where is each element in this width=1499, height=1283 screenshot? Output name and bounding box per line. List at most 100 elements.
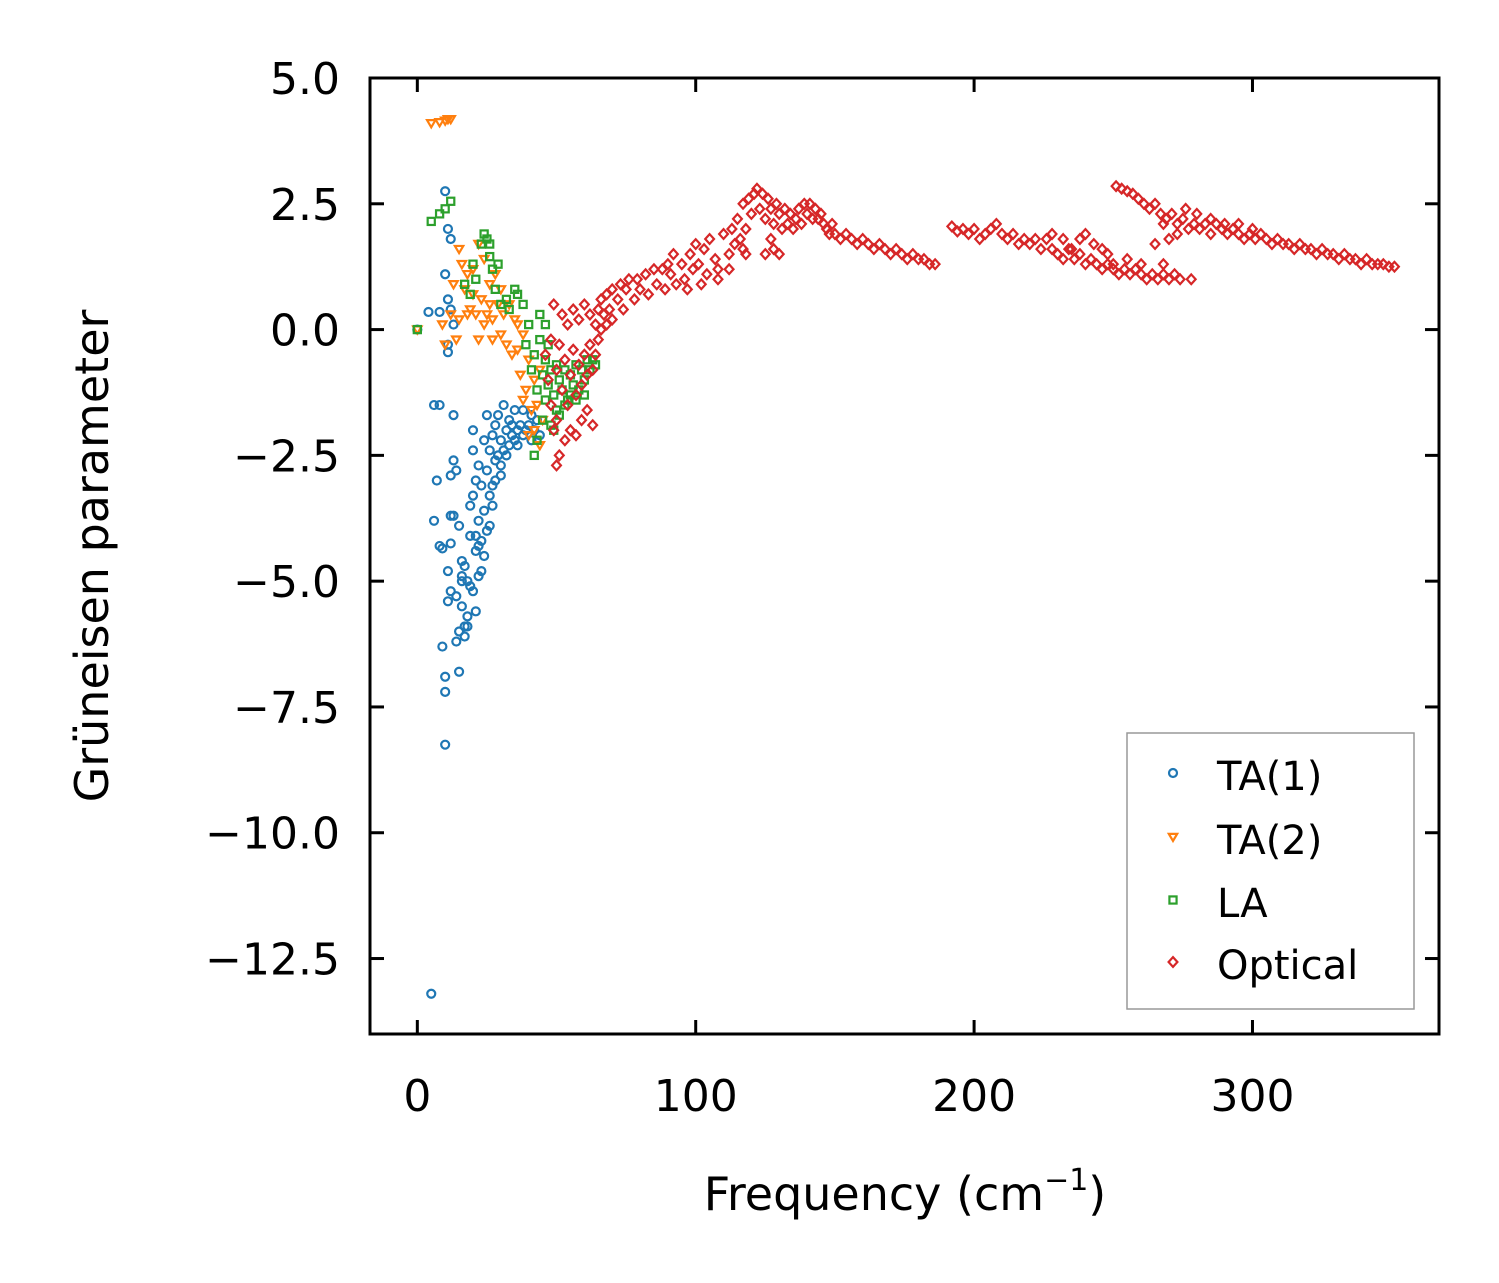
data-point bbox=[570, 428, 582, 442]
plot-frame bbox=[368, 76, 1441, 1036]
data-point bbox=[450, 335, 463, 346]
data-point bbox=[639, 267, 652, 281]
data-point bbox=[606, 282, 619, 296]
data-point bbox=[448, 410, 459, 421]
data-point bbox=[1135, 257, 1148, 271]
data-point bbox=[773, 247, 786, 261]
y-tick-label: −7.5 bbox=[233, 683, 340, 734]
x-tick-label: 100 bbox=[654, 1071, 738, 1122]
data-point bbox=[723, 247, 736, 261]
data-point bbox=[535, 334, 545, 345]
data-point bbox=[500, 340, 513, 351]
data-point bbox=[565, 390, 576, 400]
data-point bbox=[516, 395, 530, 407]
data-point bbox=[575, 413, 588, 427]
data-point bbox=[692, 257, 705, 271]
data-point bbox=[1176, 212, 1189, 226]
data-point bbox=[481, 465, 493, 476]
data-point bbox=[470, 530, 481, 541]
data-point bbox=[1190, 207, 1203, 221]
data-point bbox=[451, 636, 462, 647]
data-point bbox=[522, 355, 535, 366]
data-point bbox=[795, 217, 808, 231]
data-point bbox=[473, 460, 484, 471]
y-tick-label: −2.5 bbox=[233, 431, 340, 482]
data-point bbox=[1101, 247, 1114, 261]
data-point bbox=[678, 272, 691, 286]
data-point bbox=[461, 269, 474, 281]
data-point bbox=[558, 433, 571, 447]
data-point bbox=[664, 267, 677, 281]
data-point bbox=[1079, 227, 1092, 241]
data-point bbox=[433, 118, 446, 129]
data-point bbox=[490, 284, 500, 294]
data-point bbox=[539, 348, 552, 362]
data-point bbox=[431, 475, 442, 486]
data-point bbox=[675, 257, 688, 271]
data-point bbox=[1165, 207, 1178, 221]
data-point bbox=[561, 318, 574, 332]
data-point bbox=[445, 586, 456, 597]
data-point bbox=[717, 227, 730, 241]
data-point bbox=[592, 333, 605, 347]
data-point bbox=[467, 586, 479, 597]
data-point bbox=[689, 237, 702, 251]
data-point bbox=[434, 209, 445, 219]
data-point bbox=[929, 257, 942, 271]
series-la bbox=[412, 196, 601, 461]
data-point bbox=[412, 324, 422, 335]
data-point bbox=[1029, 232, 1042, 246]
data-point bbox=[529, 350, 539, 360]
legend-label: TA(1) bbox=[1216, 754, 1322, 800]
data-point bbox=[1073, 247, 1086, 261]
data-point bbox=[617, 302, 630, 316]
data-point bbox=[770, 197, 783, 211]
data-point bbox=[734, 232, 747, 246]
data-point bbox=[826, 217, 839, 231]
data-point bbox=[428, 399, 440, 411]
data-point bbox=[476, 480, 487, 491]
data-point bbox=[547, 423, 560, 437]
data-point bbox=[494, 330, 507, 341]
data-point bbox=[442, 294, 454, 305]
data-point bbox=[440, 671, 451, 682]
data-point bbox=[571, 360, 581, 370]
data-point bbox=[467, 490, 479, 501]
data-point bbox=[1377, 257, 1390, 271]
data-point bbox=[461, 310, 474, 321]
legend-label: TA(2) bbox=[1216, 818, 1322, 864]
data-point bbox=[634, 282, 646, 296]
tick-labels: 0 100 200 300 5.0 2.5 0.0 −2.5 −5.0 −7.5 −10.0 −12.… bbox=[205, 54, 1294, 1122]
data-point bbox=[1149, 237, 1161, 251]
data-point bbox=[540, 355, 551, 365]
data-point bbox=[723, 262, 736, 276]
data-point bbox=[497, 310, 510, 321]
data-point bbox=[578, 297, 591, 311]
y-axis-label: Grüneisen parameter bbox=[65, 309, 119, 802]
data-point bbox=[540, 319, 551, 330]
data-point bbox=[475, 295, 488, 306]
data-point bbox=[537, 370, 548, 380]
data-point bbox=[448, 510, 459, 521]
data-point bbox=[698, 242, 710, 256]
data-point bbox=[528, 425, 541, 437]
data-point bbox=[731, 212, 744, 226]
data-point bbox=[1007, 227, 1019, 241]
data-point bbox=[631, 272, 644, 286]
data-point bbox=[476, 566, 487, 577]
data-point bbox=[762, 192, 774, 206]
data-point bbox=[670, 277, 683, 291]
data-point bbox=[428, 515, 440, 526]
data-point bbox=[511, 345, 524, 356]
data-point bbox=[703, 232, 716, 246]
data-point bbox=[451, 591, 462, 602]
data-point bbox=[1179, 202, 1192, 216]
data-point bbox=[490, 420, 501, 431]
data-point bbox=[681, 282, 694, 296]
data-point bbox=[542, 373, 555, 387]
data-point bbox=[440, 186, 451, 197]
data-point bbox=[495, 470, 506, 481]
data-point bbox=[532, 385, 542, 395]
data-point bbox=[512, 440, 523, 451]
data-point bbox=[712, 272, 724, 286]
